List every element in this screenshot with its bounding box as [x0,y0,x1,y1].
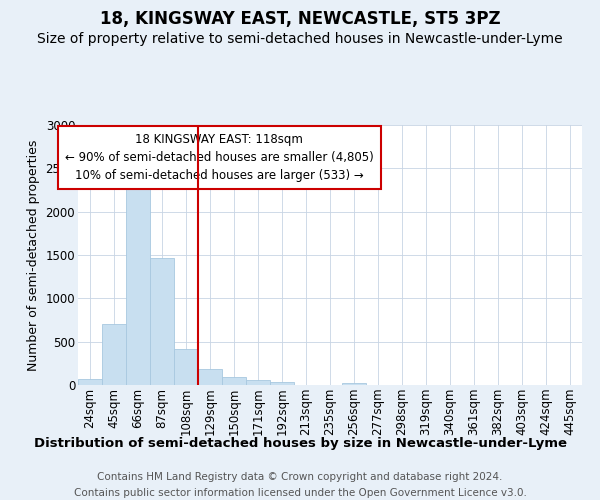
Bar [270,382,294,385]
Text: Contains HM Land Registry data © Crown copyright and database right 2024.: Contains HM Land Registry data © Crown c… [97,472,503,482]
Y-axis label: Number of semi-detached properties: Number of semi-detached properties [27,140,40,370]
Bar [246,380,270,385]
Text: Size of property relative to semi-detached houses in Newcastle-under-Lyme: Size of property relative to semi-detach… [37,32,563,46]
Bar [222,377,246,385]
Bar [78,378,102,385]
Text: Contains public sector information licensed under the Open Government Licence v3: Contains public sector information licen… [74,488,526,498]
Bar [342,384,366,385]
Text: 18 KINGSWAY EAST: 118sqm
← 90% of semi-detached houses are smaller (4,805)
10% o: 18 KINGSWAY EAST: 118sqm ← 90% of semi-d… [65,133,373,182]
Bar [174,348,198,385]
Text: 18, KINGSWAY EAST, NEWCASTLE, ST5 3PZ: 18, KINGSWAY EAST, NEWCASTLE, ST5 3PZ [100,10,500,28]
Bar [102,324,126,385]
Bar [126,178,150,385]
Text: Distribution of semi-detached houses by size in Newcastle-under-Lyme: Distribution of semi-detached houses by … [34,438,566,450]
Bar [198,370,222,385]
Bar [150,258,174,385]
